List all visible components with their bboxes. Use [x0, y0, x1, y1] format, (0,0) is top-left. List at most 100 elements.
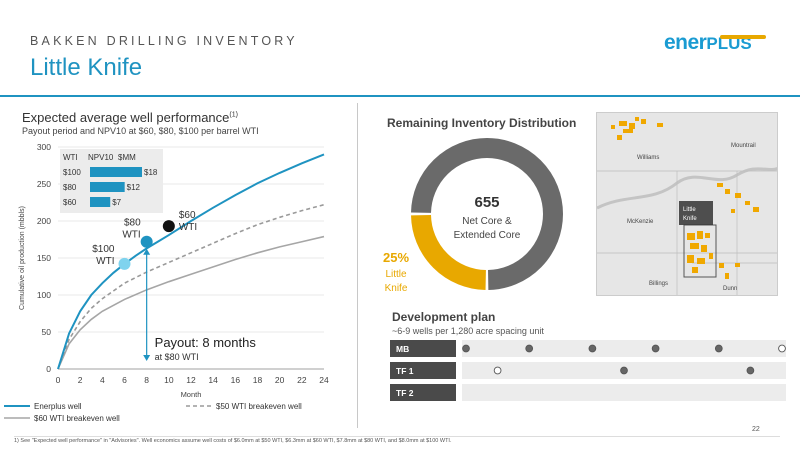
payout-annotation-title: Payout: 8 months	[155, 335, 257, 350]
npv-bar	[90, 197, 111, 207]
npv-table-header: NPV10	[88, 153, 114, 162]
npv-table-bg	[60, 149, 163, 213]
dev-row-label: TF 2	[396, 388, 414, 398]
donut-center-label-1: Net Core &	[462, 216, 512, 227]
vertical-divider	[357, 103, 358, 428]
y-tick-label: 0	[46, 364, 51, 374]
payout-point-label: $60 WTI	[179, 210, 197, 233]
y-tick-label: 200	[37, 216, 51, 226]
x-tick-label: 18	[253, 375, 263, 385]
legend-label-60: $60 WTI breakeven well	[34, 414, 120, 423]
y-tick-label: 300	[37, 142, 51, 152]
well-planned-dot	[588, 344, 597, 353]
donut-center-label-2: Extended Core	[454, 230, 521, 241]
header-divider	[0, 95, 800, 97]
legend-label-50: $50 WTI breakeven well	[216, 402, 302, 411]
well-open-dot	[493, 366, 502, 375]
npv-table-wti: $80	[63, 183, 77, 192]
npv-table-wti: $60	[63, 198, 77, 207]
map-county-lines	[597, 170, 777, 295]
x-axis-label: Month	[181, 390, 202, 399]
donut-highlight-label-1: Little	[385, 269, 407, 280]
x-tick-label: 4	[100, 375, 105, 385]
donut-center-value: 655	[474, 194, 499, 211]
donut-highlight-pct: 25%	[383, 250, 409, 265]
series-line-2	[57, 203, 325, 370]
payout-point-label: $100 WTI	[92, 244, 115, 267]
npv-bar-label: $18	[144, 168, 158, 177]
section-supertitle: BAKKEN DRILLING INVENTORY	[30, 34, 298, 48]
npv-table-header: $MM	[118, 153, 136, 162]
map-label-dunn: Dunn	[723, 286, 737, 292]
dev-row-track	[462, 384, 786, 401]
development-plan-diagram: MB TF 1 TF 2	[390, 340, 786, 401]
x-tick-label: 22	[297, 375, 307, 385]
well-planned-dot	[746, 366, 755, 375]
dev-row-label-bg	[390, 340, 456, 357]
payout-point	[140, 235, 153, 248]
npv-bar	[90, 182, 125, 192]
footnote: 1) See "Expected well performance" in "A…	[14, 438, 452, 444]
x-tick-label: 6	[122, 375, 127, 385]
x-tick-label: 2	[78, 375, 83, 385]
chart-title-text: Expected average well performance	[22, 110, 230, 125]
npv-bar-label: $12	[127, 183, 141, 192]
well-planned-dot	[620, 366, 628, 375]
well-open-dot	[778, 344, 786, 353]
chart-title: Expected average well performance(1)	[22, 110, 238, 125]
chart-title-footnote-ref: (1)	[229, 111, 238, 119]
donut-ring-core	[411, 138, 563, 290]
payout-arrowhead-up	[143, 248, 151, 255]
y-tick-label: 100	[37, 290, 51, 300]
x-tick-label: 16	[231, 375, 241, 385]
payout-point	[162, 220, 175, 233]
well-planned-dot	[714, 344, 723, 353]
map-acreage-little-knife	[687, 231, 740, 279]
y-tick-label: 50	[42, 327, 52, 337]
map-label-williams: Williams	[637, 155, 659, 161]
map-label-billings: Billings	[649, 281, 668, 287]
dev-row-label-bg	[390, 362, 456, 379]
page-title: Little Knife	[30, 54, 143, 81]
payout-point-label: $80 WTI	[122, 218, 141, 241]
y-tick-label: 250	[37, 179, 51, 189]
well-planned-dot	[462, 344, 470, 353]
legend-label-enerplus: Enerplus well	[34, 402, 82, 411]
payout-arrowhead-down	[143, 355, 151, 361]
npv-table-header: WTI	[63, 153, 78, 162]
dev-row-label: MB	[396, 344, 409, 354]
x-tick-label: 0	[56, 375, 61, 385]
dev-row-track	[462, 340, 786, 357]
x-tick-label: 24	[319, 375, 329, 385]
dev-row-label: TF 1	[396, 366, 414, 376]
footer-divider	[14, 436, 780, 437]
x-tick-label: 8	[144, 375, 149, 385]
y-axis-label: Cumulative oil production (mbbls)	[19, 206, 26, 310]
x-tick-label: 14	[208, 375, 218, 385]
bakken-map: Mountrail Williams McKenzie Little Knife …	[596, 112, 778, 296]
payout-point	[118, 257, 131, 270]
x-tick-label: 20	[275, 375, 285, 385]
chart-subtitle: Payout period and NPV10 at $60, $80, $10…	[22, 126, 259, 136]
logo-mark	[720, 35, 766, 39]
npv-bar-label: $7	[112, 198, 121, 207]
payout-annotation-sub: at $80 WTI	[155, 352, 199, 362]
y-tick-label: 150	[37, 253, 51, 263]
map-acreage-north	[611, 117, 759, 213]
npv-bar	[90, 167, 142, 177]
development-plan-subtitle: ~6-9 wells per 1,280 acre spacing unit	[392, 326, 544, 336]
npv-table-wti: $100	[63, 168, 81, 177]
donut-title: Remaining Inventory Distribution	[387, 116, 577, 130]
x-tick-label: 12	[186, 375, 196, 385]
x-tick-label: 10	[164, 375, 174, 385]
map-label-mountrail: Mountrail	[731, 143, 756, 149]
map-river	[597, 167, 777, 210]
page-number: 22	[752, 426, 760, 433]
logo-text-main: ener	[664, 31, 707, 54]
well-planned-dot	[651, 344, 660, 353]
inventory-donut-chart: 655 Net Core & Extended Core 25% Little …	[383, 138, 563, 294]
series-line-1	[57, 153, 325, 370]
map-label-little-knife: Little Knife	[683, 207, 697, 222]
well-planned-dot	[525, 344, 534, 353]
